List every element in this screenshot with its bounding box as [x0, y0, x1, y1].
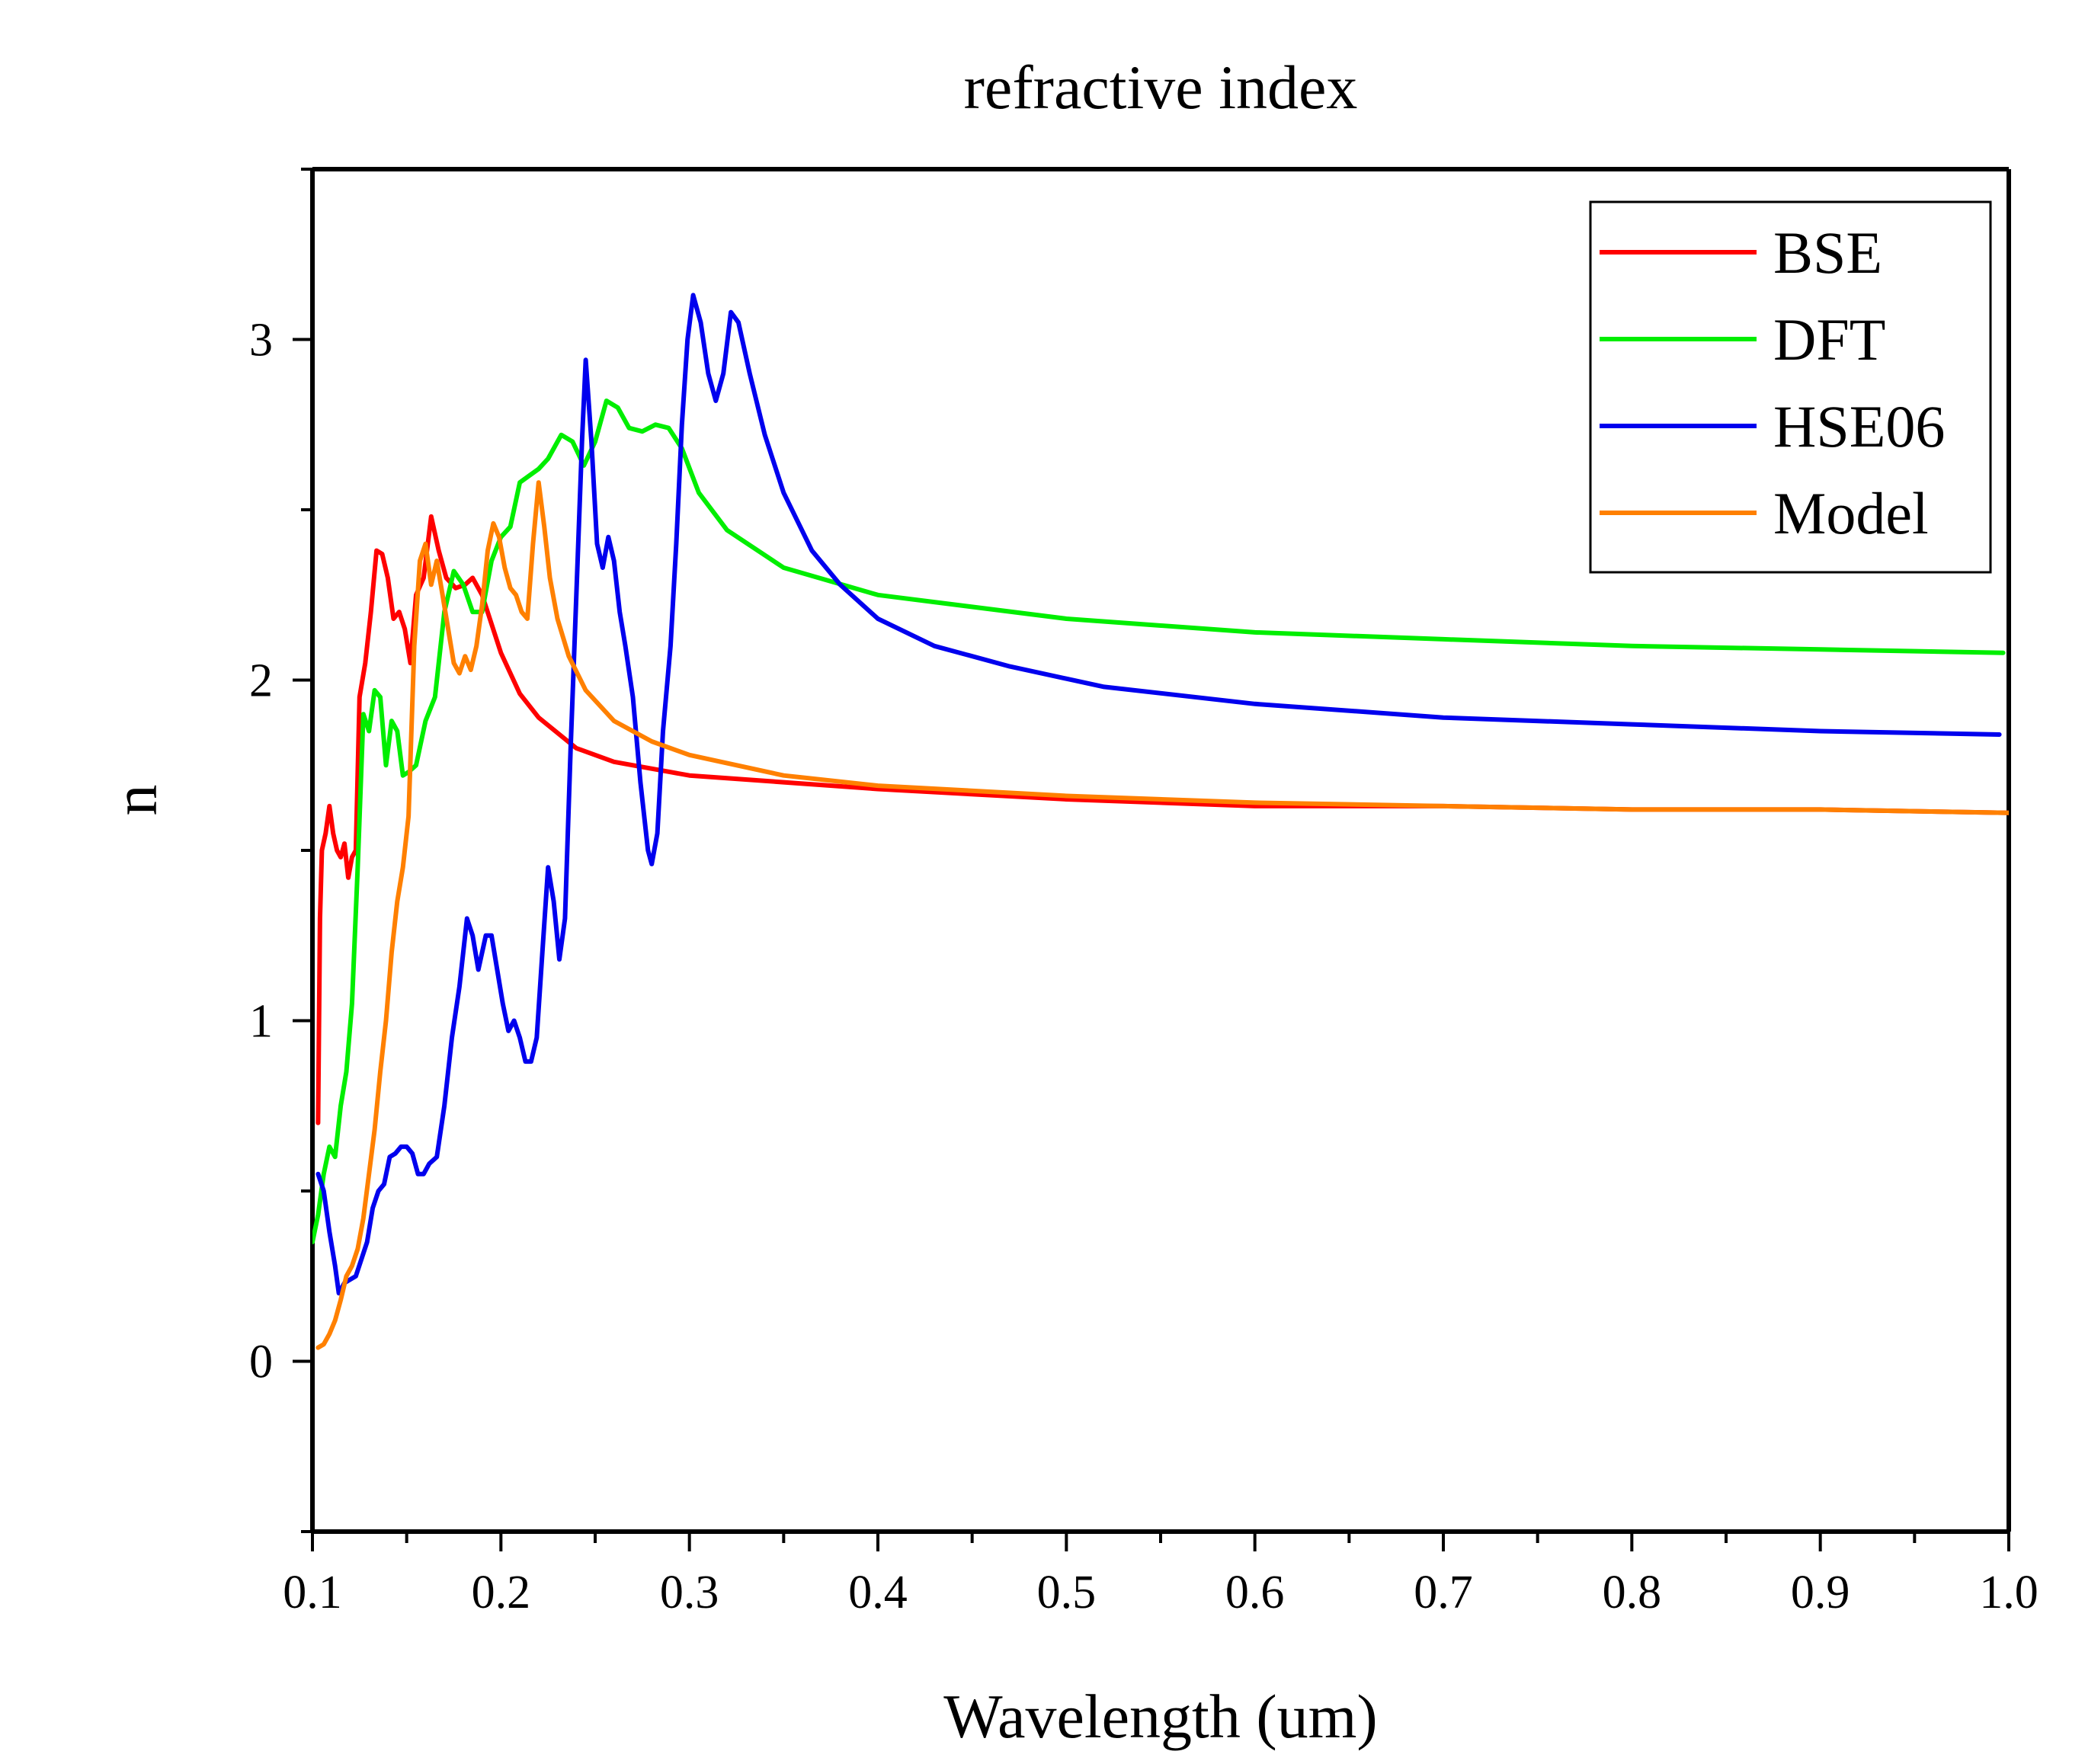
x-tick-label: 0.7	[1414, 1567, 1473, 1618]
x-tick-label: 0.5	[1037, 1567, 1097, 1618]
x-tick-label: 1.0	[1979, 1567, 2039, 1618]
legend-label-dft: DFT	[1773, 306, 1885, 373]
series-line-hse06	[315, 293, 2002, 1296]
series-line-model	[315, 480, 2009, 1350]
x-axis-title: Wavelength (um)	[943, 1682, 1377, 1751]
x-tick-label: 0.4	[848, 1567, 908, 1618]
x-tick-label: 0.9	[1791, 1567, 1850, 1618]
series-line-dft	[312, 399, 2006, 1244]
legend: BSE DFT HSE06 Model	[1589, 200, 1992, 574]
y-tick-label: 1	[249, 996, 273, 1048]
x-tick-label: 0.1	[283, 1567, 342, 1618]
x-tick-label: 0.8	[1603, 1567, 1662, 1618]
chart-title: refractive index	[964, 53, 1358, 122]
y-tick-label: 0	[249, 1337, 273, 1388]
legend-label-bse: BSE	[1773, 219, 1882, 286]
legend-label-hse06: HSE06	[1773, 393, 1945, 459]
x-tick-label: 0.6	[1225, 1567, 1285, 1618]
x-tick-label: 0.3	[660, 1567, 719, 1618]
x-tick-label: 0.2	[472, 1567, 531, 1618]
series-line-bse	[315, 514, 2009, 1125]
series-lines	[312, 293, 2009, 1350]
axes: 0.1 0.2 0.3 0.4 0.5 0.6 0.7 0.8 0.9 1.0 0 1 2 3	[249, 167, 2039, 1618]
y-tick-label: 3	[249, 315, 273, 367]
legend-label-model: Model	[1773, 480, 1929, 546]
y-axis-title: n	[101, 785, 170, 816]
y-tick-label: 2	[249, 655, 273, 707]
